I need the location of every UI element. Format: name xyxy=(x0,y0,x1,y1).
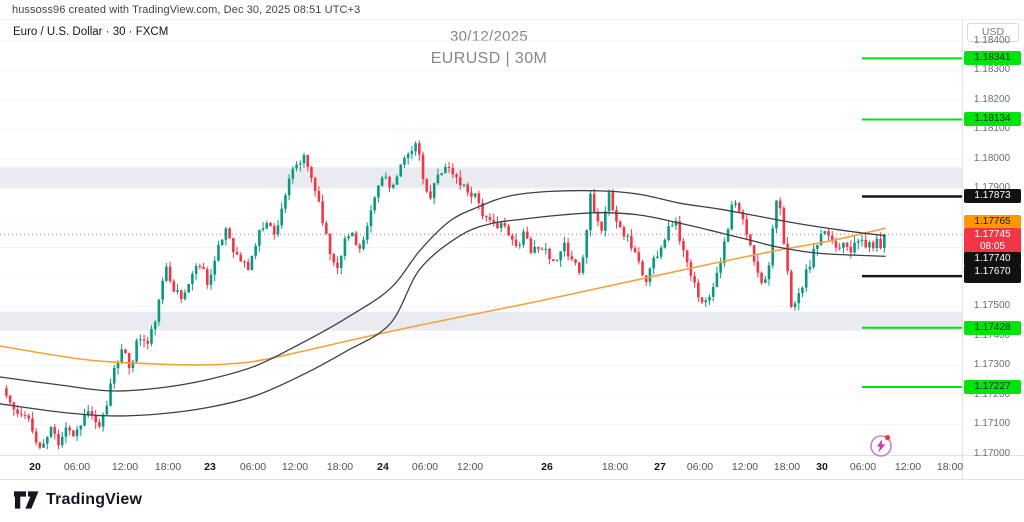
smma-slow-black-line[interactable] xyxy=(0,212,886,417)
time-axis[interactable]: 20 06:00 12:00 18:00 23 06:00 12:00 18:00 24 06:0… xyxy=(0,455,964,479)
tradingview-logo[interactable]: TradingView xyxy=(14,491,142,509)
price-tick-1.17400: 1.17400 xyxy=(973,330,1011,341)
price-tick-1.17100: 1.17100 xyxy=(973,418,1011,429)
price-tick-1.18000: 1.18000 xyxy=(973,153,1011,164)
price-axis-divider xyxy=(962,19,963,479)
price-tick-1.18100: 1.18100 xyxy=(973,123,1011,134)
time-tick-18:00: 18:00 xyxy=(773,461,801,473)
chart-canvas[interactable] xyxy=(0,0,962,455)
time-tick-18:00: 18:00 xyxy=(601,461,629,473)
time-tick-18:00: 18:00 xyxy=(936,461,964,473)
price-zone[interactable] xyxy=(0,167,962,188)
price-tick-1.17000: 1.17000 xyxy=(973,448,1011,459)
time-tick-06:00: 06:00 xyxy=(239,461,267,473)
time-tick-24: 24 xyxy=(377,461,389,473)
price-label-black-ma-fast-value[interactable]: 1.17740 xyxy=(964,252,1021,266)
time-tick-06:00: 06:00 xyxy=(686,461,714,473)
price-label-1.17428[interactable]: 1.17428 xyxy=(964,321,1021,335)
price-label-orange-ma-value[interactable]: 1.17765 xyxy=(964,215,1021,229)
sma-long-orange-line[interactable] xyxy=(0,227,886,366)
price-tick-1.17300: 1.17300 xyxy=(973,359,1011,370)
time-tick-30: 30 xyxy=(816,461,828,473)
price-tick-1.17200: 1.17200 xyxy=(973,389,1011,400)
price-zone[interactable] xyxy=(0,311,962,331)
time-tick-06:00: 06:00 xyxy=(411,461,439,473)
time-axis-divider-top xyxy=(0,455,1024,456)
price-tick-1.18200: 1.18200 xyxy=(973,94,1011,105)
smma-fast-black-line[interactable] xyxy=(0,189,886,392)
watermark-symbol: EURUSD | 30M xyxy=(430,50,548,67)
price-tick-1.17500: 1.17500 xyxy=(973,300,1011,311)
price-label-current-price[interactable]: 1.17745 08:05 xyxy=(964,228,1021,254)
time-tick-12:00: 12:00 xyxy=(281,461,309,473)
time-tick-18:00: 18:00 xyxy=(154,461,182,473)
time-tick-12:00: 12:00 xyxy=(894,461,922,473)
logo-text: TradingView xyxy=(46,491,143,508)
instant-trading-button[interactable] xyxy=(867,432,895,460)
currency-badge[interactable]: USD xyxy=(967,23,1019,42)
price-tick-1.18300: 1.18300 xyxy=(973,64,1011,75)
price-label-1.18341[interactable]: 1.18341 xyxy=(964,51,1021,65)
time-tick-18:00: 18:00 xyxy=(326,461,354,473)
time-tick-20: 20 xyxy=(29,461,41,473)
time-tick-26: 26 xyxy=(541,461,553,473)
time-axis-divider-bottom xyxy=(0,479,1024,480)
time-tick-06:00: 06:00 xyxy=(63,461,91,473)
time-tick-12:00: 12:00 xyxy=(456,461,484,473)
top-divider xyxy=(0,19,1024,20)
time-tick-27: 27 xyxy=(654,461,666,473)
time-tick-06:00: 06:00 xyxy=(849,461,877,473)
tradingview-mark-icon xyxy=(14,491,39,509)
lightning-bolt-icon xyxy=(870,434,892,457)
time-tick-23: 23 xyxy=(204,461,216,473)
price-label-1.17227[interactable]: 1.17227 xyxy=(964,380,1021,394)
price-label-black-ma-slow-value[interactable]: 1.17670 xyxy=(964,265,1021,279)
attribution-text: hussoss96 created with TradingView.com, … xyxy=(12,4,361,16)
price-label-1.18134[interactable]: 1.18134 xyxy=(964,112,1021,126)
price-label-1.17873[interactable]: 1.17873 xyxy=(964,189,1021,203)
price-axis[interactable]: USD 1.18400 1.18300 1.18200 1.18100 1.18000 1… xyxy=(962,0,1024,522)
symbol-legend[interactable]: Euro / U.S. Dollar · 30 · FXCM xyxy=(13,26,169,38)
time-tick-12:00: 12:00 xyxy=(111,461,139,473)
price-tick-1.17900: 1.17900 xyxy=(973,182,1011,193)
time-tick-12:00: 12:00 xyxy=(731,461,759,473)
price-tick-1.18400: 1.18400 xyxy=(973,35,1011,46)
